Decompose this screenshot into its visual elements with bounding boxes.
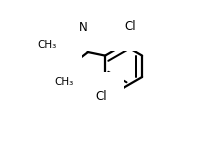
Text: CH₃: CH₃ — [37, 40, 56, 50]
Text: Cl: Cl — [124, 20, 136, 33]
Text: O: O — [56, 34, 65, 47]
Text: Cl: Cl — [95, 90, 107, 103]
Text: CH₃: CH₃ — [54, 77, 73, 87]
Text: N: N — [79, 21, 88, 34]
